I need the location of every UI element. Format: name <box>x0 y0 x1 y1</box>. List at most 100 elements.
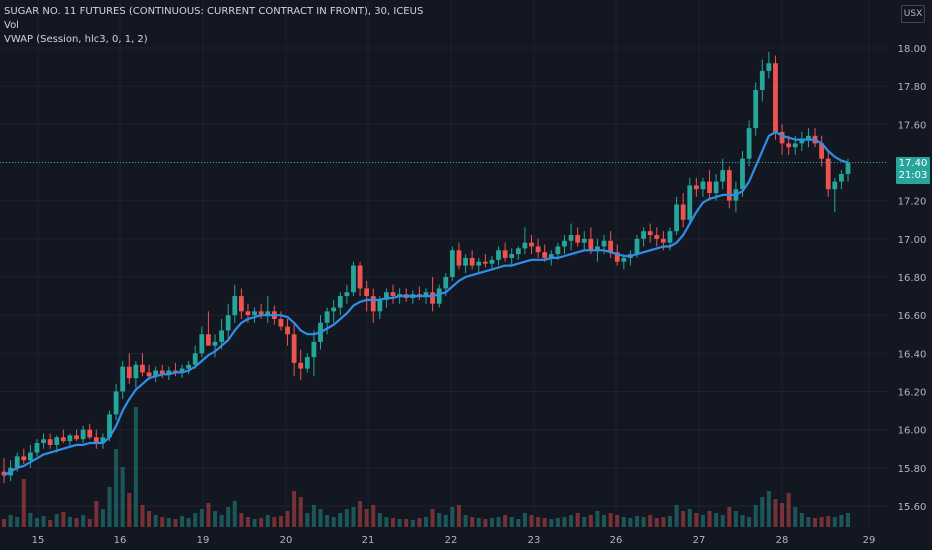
time-axis[interactable]: 15 16 19 20 21 22 23 26 27 28 29 <box>32 535 876 546</box>
volume-bar <box>384 517 389 527</box>
vwap-legend[interactable]: VWAP (Session, hlc3, 0, 1, 2) <box>4 34 148 45</box>
volume-bar <box>417 518 422 527</box>
candle-body <box>621 257 627 262</box>
volume-bar <box>364 509 369 527</box>
volume-bar <box>245 517 250 527</box>
volume-bar <box>166 518 171 527</box>
volume-bar <box>773 499 778 527</box>
volume-bar <box>61 512 66 527</box>
candle-body <box>568 235 574 241</box>
volume-bar <box>331 517 336 527</box>
x-tick-label: 27 <box>693 535 706 546</box>
volume-bar <box>391 518 396 527</box>
volume-legend[interactable]: Vol <box>4 20 19 31</box>
volume-bar <box>424 517 428 527</box>
volume-bar <box>173 519 178 527</box>
candle-body <box>179 368 185 373</box>
candle-body <box>14 456 20 468</box>
volume-bar <box>700 515 705 527</box>
chart-grid <box>0 0 888 527</box>
volume-bar <box>846 513 850 527</box>
volume-bar <box>48 520 53 527</box>
volume-bar <box>87 519 92 527</box>
currency-badge[interactable]: USX <box>901 5 925 23</box>
candle-body <box>548 254 554 258</box>
volume-bar <box>806 517 811 527</box>
volume-bar <box>94 501 99 527</box>
volume-bar <box>259 518 264 527</box>
volume-bar <box>397 519 402 527</box>
volume-bar <box>199 509 204 527</box>
candle-body <box>496 250 501 260</box>
volume-bar <box>615 515 620 527</box>
volume-bar <box>648 515 653 527</box>
candle-body <box>575 235 581 243</box>
volume-bar <box>575 513 580 527</box>
candle-body <box>614 252 620 262</box>
volume-bar <box>34 518 39 527</box>
x-tick-label: 22 <box>445 535 458 546</box>
y-tick-label: 16.40 <box>898 349 927 360</box>
x-tick-label: 20 <box>280 535 293 546</box>
volume-bar <box>826 516 831 527</box>
price-axis[interactable]: 18.00 17.80 17.60 17.40 17.20 17.00 16.80 16.60… <box>898 44 927 513</box>
volume-bar <box>430 509 435 527</box>
candle-body <box>285 326 290 335</box>
candle-body <box>206 334 211 346</box>
volume-bar <box>654 518 659 527</box>
candle-body <box>634 238 640 255</box>
candle-body <box>792 143 798 148</box>
candle-body <box>291 334 297 363</box>
last-price-value: 17.40 <box>898 157 928 169</box>
volume-bar <box>140 505 145 527</box>
candle-body <box>377 299 383 312</box>
candle-body <box>740 158 745 190</box>
volume-bar <box>740 515 745 527</box>
volume-bar <box>351 507 356 527</box>
candle-body <box>34 443 40 453</box>
candle-body <box>515 248 521 255</box>
volume-bar <box>628 518 633 527</box>
candle-body <box>535 246 541 253</box>
candle-body <box>80 429 86 440</box>
candle-body <box>100 437 106 444</box>
volume-bar <box>641 517 646 527</box>
candle-body <box>832 181 838 190</box>
y-tick-label: 17.00 <box>898 235 927 246</box>
candle-body <box>107 414 112 438</box>
volume-bar <box>819 517 824 527</box>
volume-bar <box>813 518 818 527</box>
volume-bar <box>569 515 574 527</box>
symbol-title[interactable]: SUGAR NO. 11 FUTURES (CONTINUOUS: CURREN… <box>4 6 424 17</box>
volume-bar <box>311 505 316 527</box>
candle-body <box>595 246 600 251</box>
x-tick-label: 26 <box>610 535 623 546</box>
y-tick-label: 17.80 <box>898 82 927 93</box>
volume-bar <box>67 517 72 527</box>
candle-body <box>562 240 567 247</box>
volume-bar <box>292 491 297 527</box>
volume-bar <box>780 503 785 527</box>
candle-body <box>759 70 765 90</box>
candle-body <box>753 89 759 129</box>
x-tick-label: 16 <box>114 535 127 546</box>
candle-body <box>423 292 429 297</box>
volume-bar <box>8 515 13 527</box>
volume-bar <box>562 517 567 527</box>
volume-bar <box>608 513 613 527</box>
y-tick-label: 17.60 <box>898 120 927 131</box>
volume-bar <box>213 511 217 527</box>
candle-body <box>430 292 435 304</box>
volume-bar <box>661 517 666 527</box>
candle-body <box>41 439 46 444</box>
volume-bar <box>28 513 33 527</box>
volume-bar <box>41 516 46 527</box>
candle-body <box>126 366 132 379</box>
volume-bar <box>621 517 626 527</box>
volume-bar <box>107 487 112 527</box>
candle-body <box>344 292 350 297</box>
volume-bar <box>463 515 468 527</box>
candle-body <box>555 246 561 255</box>
candle-body <box>120 366 126 392</box>
